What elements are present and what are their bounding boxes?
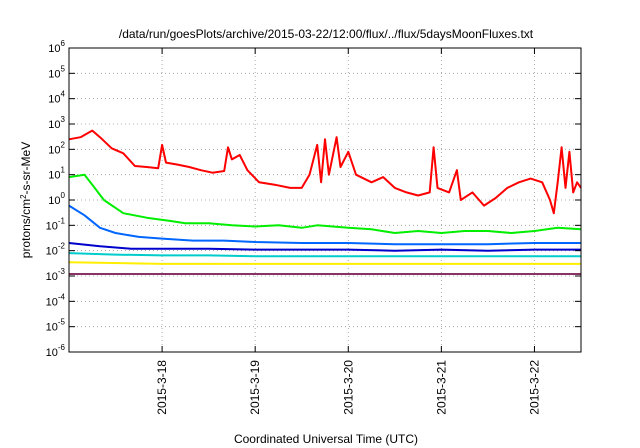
y-tick-exponent: 5: [61, 64, 66, 73]
y-tick-base: 10: [46, 246, 58, 258]
y-tick-label: 102: [48, 140, 65, 156]
y-tick-base: 10: [48, 170, 60, 182]
x-tick-label: 2015-3-22: [527, 360, 541, 415]
y-label-unit: protons/cm: [19, 199, 33, 258]
x-axis: 2015-3-18 2015-3-19 2015-3-20 2015-3-21 2015…: [155, 48, 541, 415]
x-tick-label: 2015-3-20: [341, 360, 355, 415]
y-tick-base: 10: [46, 220, 58, 232]
y-tick-label: 104: [48, 90, 65, 106]
y-axis-label: protons/cm2-s-sr-MeV: [19, 142, 34, 258]
series-line-2: [68, 173, 582, 234]
y-tick-exponent: 1: [61, 166, 66, 175]
y-axis: 10-610-510-410-310-210-11001011021031041…: [46, 39, 581, 359]
y-tick-base: 10: [46, 271, 58, 283]
x-tick-label: 2015-3-18: [155, 360, 169, 415]
y-tick-exponent: 2: [61, 140, 66, 149]
y-label-exponent: 2: [19, 194, 28, 199]
y-tick-exponent: 0: [61, 191, 66, 200]
y-tick-label: 101: [48, 166, 65, 182]
y-tick-base: 10: [46, 322, 58, 334]
y-tick-exponent: -1: [58, 216, 66, 225]
y-tick-exponent: -4: [58, 292, 66, 301]
y-tick-base: 10: [46, 296, 58, 308]
y-tick-label: 10-6: [46, 343, 66, 359]
series-group: [68, 129, 582, 275]
y-tick-label: 10-1: [46, 216, 66, 232]
series-line-4: [68, 242, 581, 252]
y-tick-label: 105: [48, 64, 65, 80]
y-tick-label: 10-5: [46, 318, 66, 334]
series-line-5: [68, 252, 581, 258]
y-label-rest: -s-sr-MeV: [19, 142, 33, 195]
x-tick-label: 2015-3-19: [248, 360, 262, 415]
y-tick-exponent: -5: [58, 318, 66, 327]
y-tick-exponent: -2: [58, 242, 66, 251]
y-tick-label: 10-4: [46, 292, 66, 308]
y-tick-base: 10: [48, 94, 60, 106]
y-tick-base: 10: [48, 119, 60, 131]
y-tick-exponent: -6: [58, 343, 66, 352]
series-line-1: [68, 129, 582, 215]
series-line-6: [68, 261, 581, 265]
y-tick-base: 10: [48, 68, 60, 80]
y-tick-base: 10: [48, 195, 60, 207]
x-tick-label: 2015-3-21: [434, 360, 448, 415]
x-axis-label: Coordinated Universal Time (UTC): [234, 432, 418, 446]
y-tick-exponent: -3: [58, 267, 66, 276]
y-tick-label: 10-2: [46, 242, 66, 258]
y-tick-exponent: 6: [61, 39, 66, 48]
y-tick-label: 10-3: [46, 267, 66, 283]
y-tick-label: 106: [48, 39, 65, 55]
series-line-3: [68, 204, 581, 246]
y-tick-label: 103: [48, 115, 65, 131]
y-tick-exponent: 3: [61, 115, 66, 124]
y-tick-label: 100: [48, 191, 65, 207]
chart-title: /data/run/goesPlots/archive/2015-03-22/1…: [119, 27, 534, 41]
y-tick-base: 10: [48, 144, 60, 156]
y-tick-exponent: 4: [61, 90, 66, 99]
y-tick-base: 10: [46, 347, 58, 359]
y-tick-base: 10: [48, 43, 60, 55]
